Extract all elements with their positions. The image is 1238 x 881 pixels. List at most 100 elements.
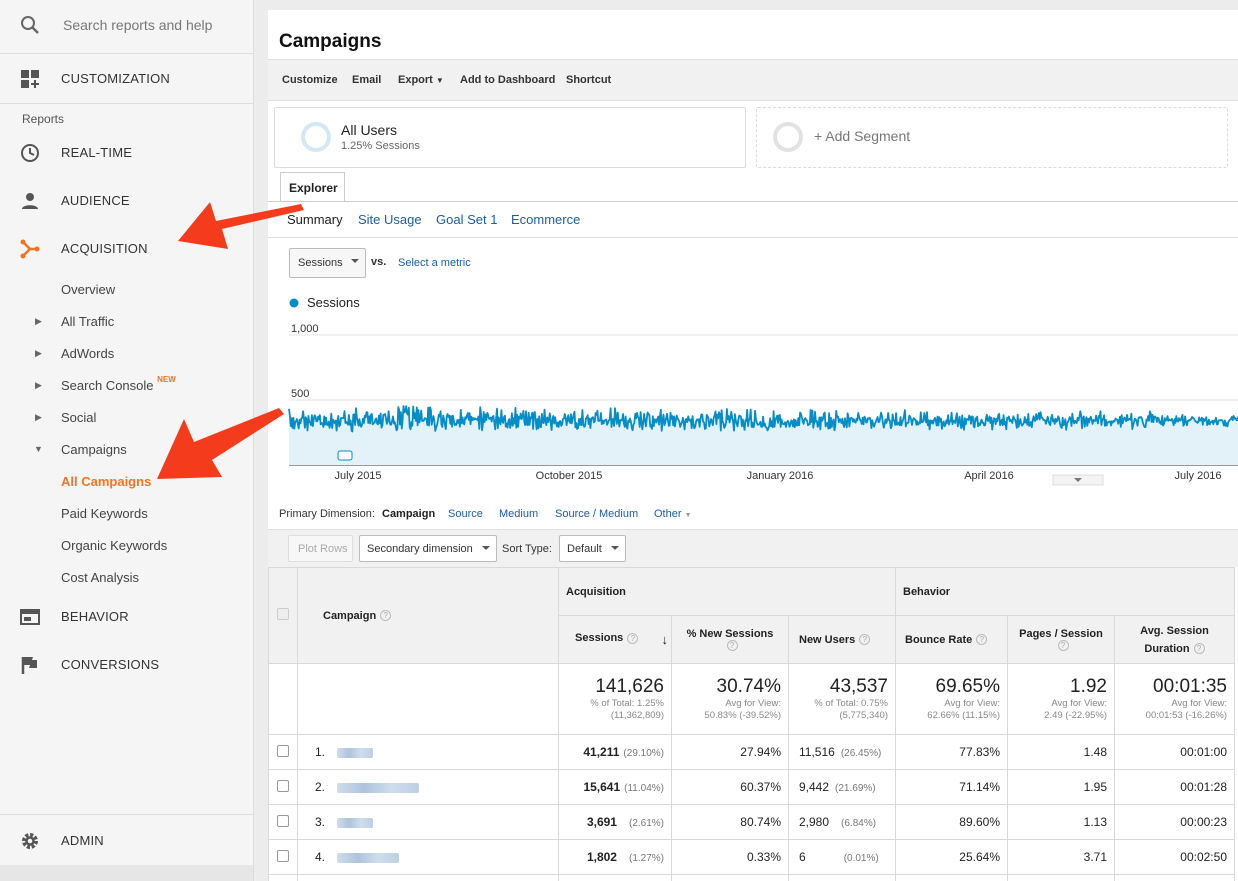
- table-row[interactable]: 1. 41,211 (29.10%) 27.94% 11,516 (26.45%) …: [268, 734, 1235, 770]
- dimension-source-medium[interactable]: Source / Medium: [555, 508, 639, 520]
- add-segment-button[interactable]: + Add Segment: [756, 107, 1228, 168]
- total-note: 62.66% (11.15%): [927, 710, 1000, 721]
- sidebar-item-overview[interactable]: Overview: [61, 282, 116, 297]
- sidebar-item-all-traffic[interactable]: All Traffic: [61, 314, 115, 329]
- tab-explorer[interactable]: Explorer: [280, 172, 345, 202]
- sidebar-item-social[interactable]: Social: [61, 410, 97, 425]
- sidebar-item-admin[interactable]: ADMIN: [0, 821, 253, 861]
- row-checkbox[interactable]: [277, 814, 289, 827]
- chevron-down-icon: [351, 259, 359, 263]
- avg-duration-header[interactable]: Avg. Session Duration?: [1114, 615, 1235, 664]
- sidebar-item-all-campaigns[interactable]: All Campaigns: [61, 474, 152, 489]
- dimension-other-label: Other: [654, 508, 682, 520]
- row-checkbox[interactable]: [277, 779, 289, 792]
- sidebar-item-customization[interactable]: CUSTOMIZATION: [0, 59, 253, 99]
- dimension-medium[interactable]: Medium: [499, 508, 539, 520]
- sidebar-item-behavior[interactable]: BEHAVIOR: [0, 597, 253, 637]
- cell: [1007, 874, 1115, 881]
- subtab-summary[interactable]: Summary: [287, 212, 343, 227]
- sidebar-item-acquisition[interactable]: ACQUISITION: [0, 229, 253, 269]
- redacted-campaign-name[interactable]: [337, 817, 374, 828]
- shortcut-button[interactable]: Shortcut: [566, 74, 612, 86]
- campaign-header[interactable]: Campaign?: [297, 567, 559, 664]
- sidebar-item-cost-analysis[interactable]: Cost Analysis: [61, 570, 140, 585]
- collapse-arrow-icon[interactable]: ▼: [34, 444, 43, 454]
- dimension-other[interactable]: Other ▼: [654, 508, 692, 520]
- total-note: Avg for View:: [725, 698, 781, 709]
- sidebar-label: CUSTOMIZATION: [61, 71, 171, 86]
- expand-arrow-icon[interactable]: ▶: [35, 380, 42, 390]
- total-note: % of Total: 0.75%: [814, 698, 888, 709]
- campaign-cell[interactable]: 2.: [297, 769, 559, 805]
- metric-select[interactable]: Sessions: [289, 248, 366, 278]
- table-row[interactable]: 4. 1,802 (1.27%) 0.33% 6 (0.01%) 25.64% 3.…: [268, 839, 1235, 875]
- expand-arrow-icon[interactable]: ▶: [35, 348, 42, 358]
- redacted-campaign-name[interactable]: [337, 782, 420, 793]
- sidebar-item-organic-keywords[interactable]: Organic Keywords: [61, 538, 168, 553]
- dimension-campaign[interactable]: Campaign: [382, 508, 436, 520]
- sidebar-item-campaigns[interactable]: Campaigns: [61, 442, 127, 457]
- sidebar-item-search-console[interactable]: Search Console NEW: [61, 375, 176, 393]
- sort-type-select[interactable]: Default: [559, 535, 626, 562]
- add-to-dashboard-button[interactable]: Add to Dashboard: [460, 74, 556, 86]
- secondary-dimension-select[interactable]: Secondary dimension: [359, 535, 497, 562]
- row-select-cell[interactable]: [268, 839, 298, 875]
- sidebar-item-paid-keywords[interactable]: Paid Keywords: [61, 506, 148, 521]
- table-row[interactable]: 3. 3,691 (2.61%) 80.74% 2,980 (6.84%) 89.6…: [268, 804, 1235, 840]
- cell: [558, 874, 672, 881]
- subtab-site-usage[interactable]: Site Usage: [358, 212, 422, 227]
- help-icon[interactable]: ?: [1193, 643, 1205, 655]
- select-metric-link[interactable]: Select a metric: [398, 257, 471, 269]
- flag-icon: [21, 657, 37, 674]
- campaign-cell[interactable]: 4.: [297, 839, 559, 875]
- total-note: (5,775,340): [839, 710, 888, 721]
- header-label: Bounce Rate: [905, 633, 973, 646]
- campaign-cell[interactable]: 1.: [297, 734, 559, 770]
- row-checkbox[interactable]: [277, 849, 289, 862]
- redacted-campaign-name[interactable]: [337, 852, 400, 863]
- sort-desc-icon[interactable]: ↓: [661, 632, 669, 647]
- sidebar-item-audience[interactable]: AUDIENCE: [0, 181, 253, 221]
- new-users-header[interactable]: New Users?: [788, 615, 896, 664]
- select-all-checkbox[interactable]: [277, 608, 289, 620]
- help-icon[interactable]: ?: [627, 632, 639, 644]
- new-sessions-header[interactable]: % New Sessions?: [671, 615, 789, 664]
- help-icon[interactable]: ?: [976, 634, 988, 646]
- report-panel: Campaigns Customize Email Export ▼ Add t…: [268, 10, 1238, 881]
- row-select-cell[interactable]: [268, 769, 298, 805]
- customize-button[interactable]: Customize: [282, 74, 338, 86]
- help-icon[interactable]: ?: [1057, 640, 1069, 652]
- plot-rows-button[interactable]: Plot Rows: [288, 535, 353, 562]
- email-button[interactable]: Email: [352, 74, 382, 86]
- sidebar-search[interactable]: Search reports and help: [0, 0, 253, 54]
- help-icon[interactable]: ?: [380, 610, 392, 622]
- export-button[interactable]: Export ▼: [398, 74, 444, 86]
- annotation-icon[interactable]: [337, 450, 353, 461]
- sessions-header[interactable]: Sessions? ↓: [558, 615, 672, 664]
- segment-all-users[interactable]: All Users 1.25% Sessions: [274, 107, 746, 168]
- redacted-campaign-name[interactable]: [337, 747, 374, 758]
- help-icon[interactable]: ?: [859, 634, 871, 646]
- select-all-header[interactable]: [268, 567, 298, 664]
- campaign-cell[interactable]: 3.: [297, 804, 559, 840]
- row-checkbox[interactable]: [277, 744, 289, 757]
- expand-arrow-icon[interactable]: ▶: [35, 412, 42, 422]
- sidebar-item-realtime[interactable]: REAL-TIME: [0, 133, 253, 173]
- legend-label-sessions: Sessions: [307, 295, 360, 310]
- sidebar-item-conversions[interactable]: CONVERSIONS: [0, 645, 253, 685]
- row-select-cell[interactable]: [268, 804, 298, 840]
- help-icon[interactable]: ?: [726, 640, 738, 652]
- table-row[interactable]: 2. 15,641 (11.04%) 60.37% 9,442 (21.69%) 7…: [268, 769, 1235, 805]
- pages-session-header[interactable]: Pages / Session?: [1007, 615, 1115, 664]
- total-note: Avg for View:: [944, 698, 1000, 709]
- sessions-cell: 1,802 (1.27%): [558, 839, 672, 875]
- expand-arrow-icon[interactable]: ▶: [35, 316, 42, 326]
- x-tick-label: July 2015: [334, 470, 381, 482]
- dimension-source[interactable]: Source: [448, 508, 483, 520]
- row-select-cell[interactable]: [268, 734, 298, 770]
- subtab-ecommerce[interactable]: Ecommerce: [511, 212, 581, 227]
- pages-session-cell: 1.13: [1007, 804, 1115, 840]
- subtab-goal-set[interactable]: Goal Set 1: [436, 212, 498, 227]
- bounce-rate-header[interactable]: Bounce Rate?: [895, 615, 1008, 664]
- sidebar-item-adwords[interactable]: AdWords: [61, 346, 115, 361]
